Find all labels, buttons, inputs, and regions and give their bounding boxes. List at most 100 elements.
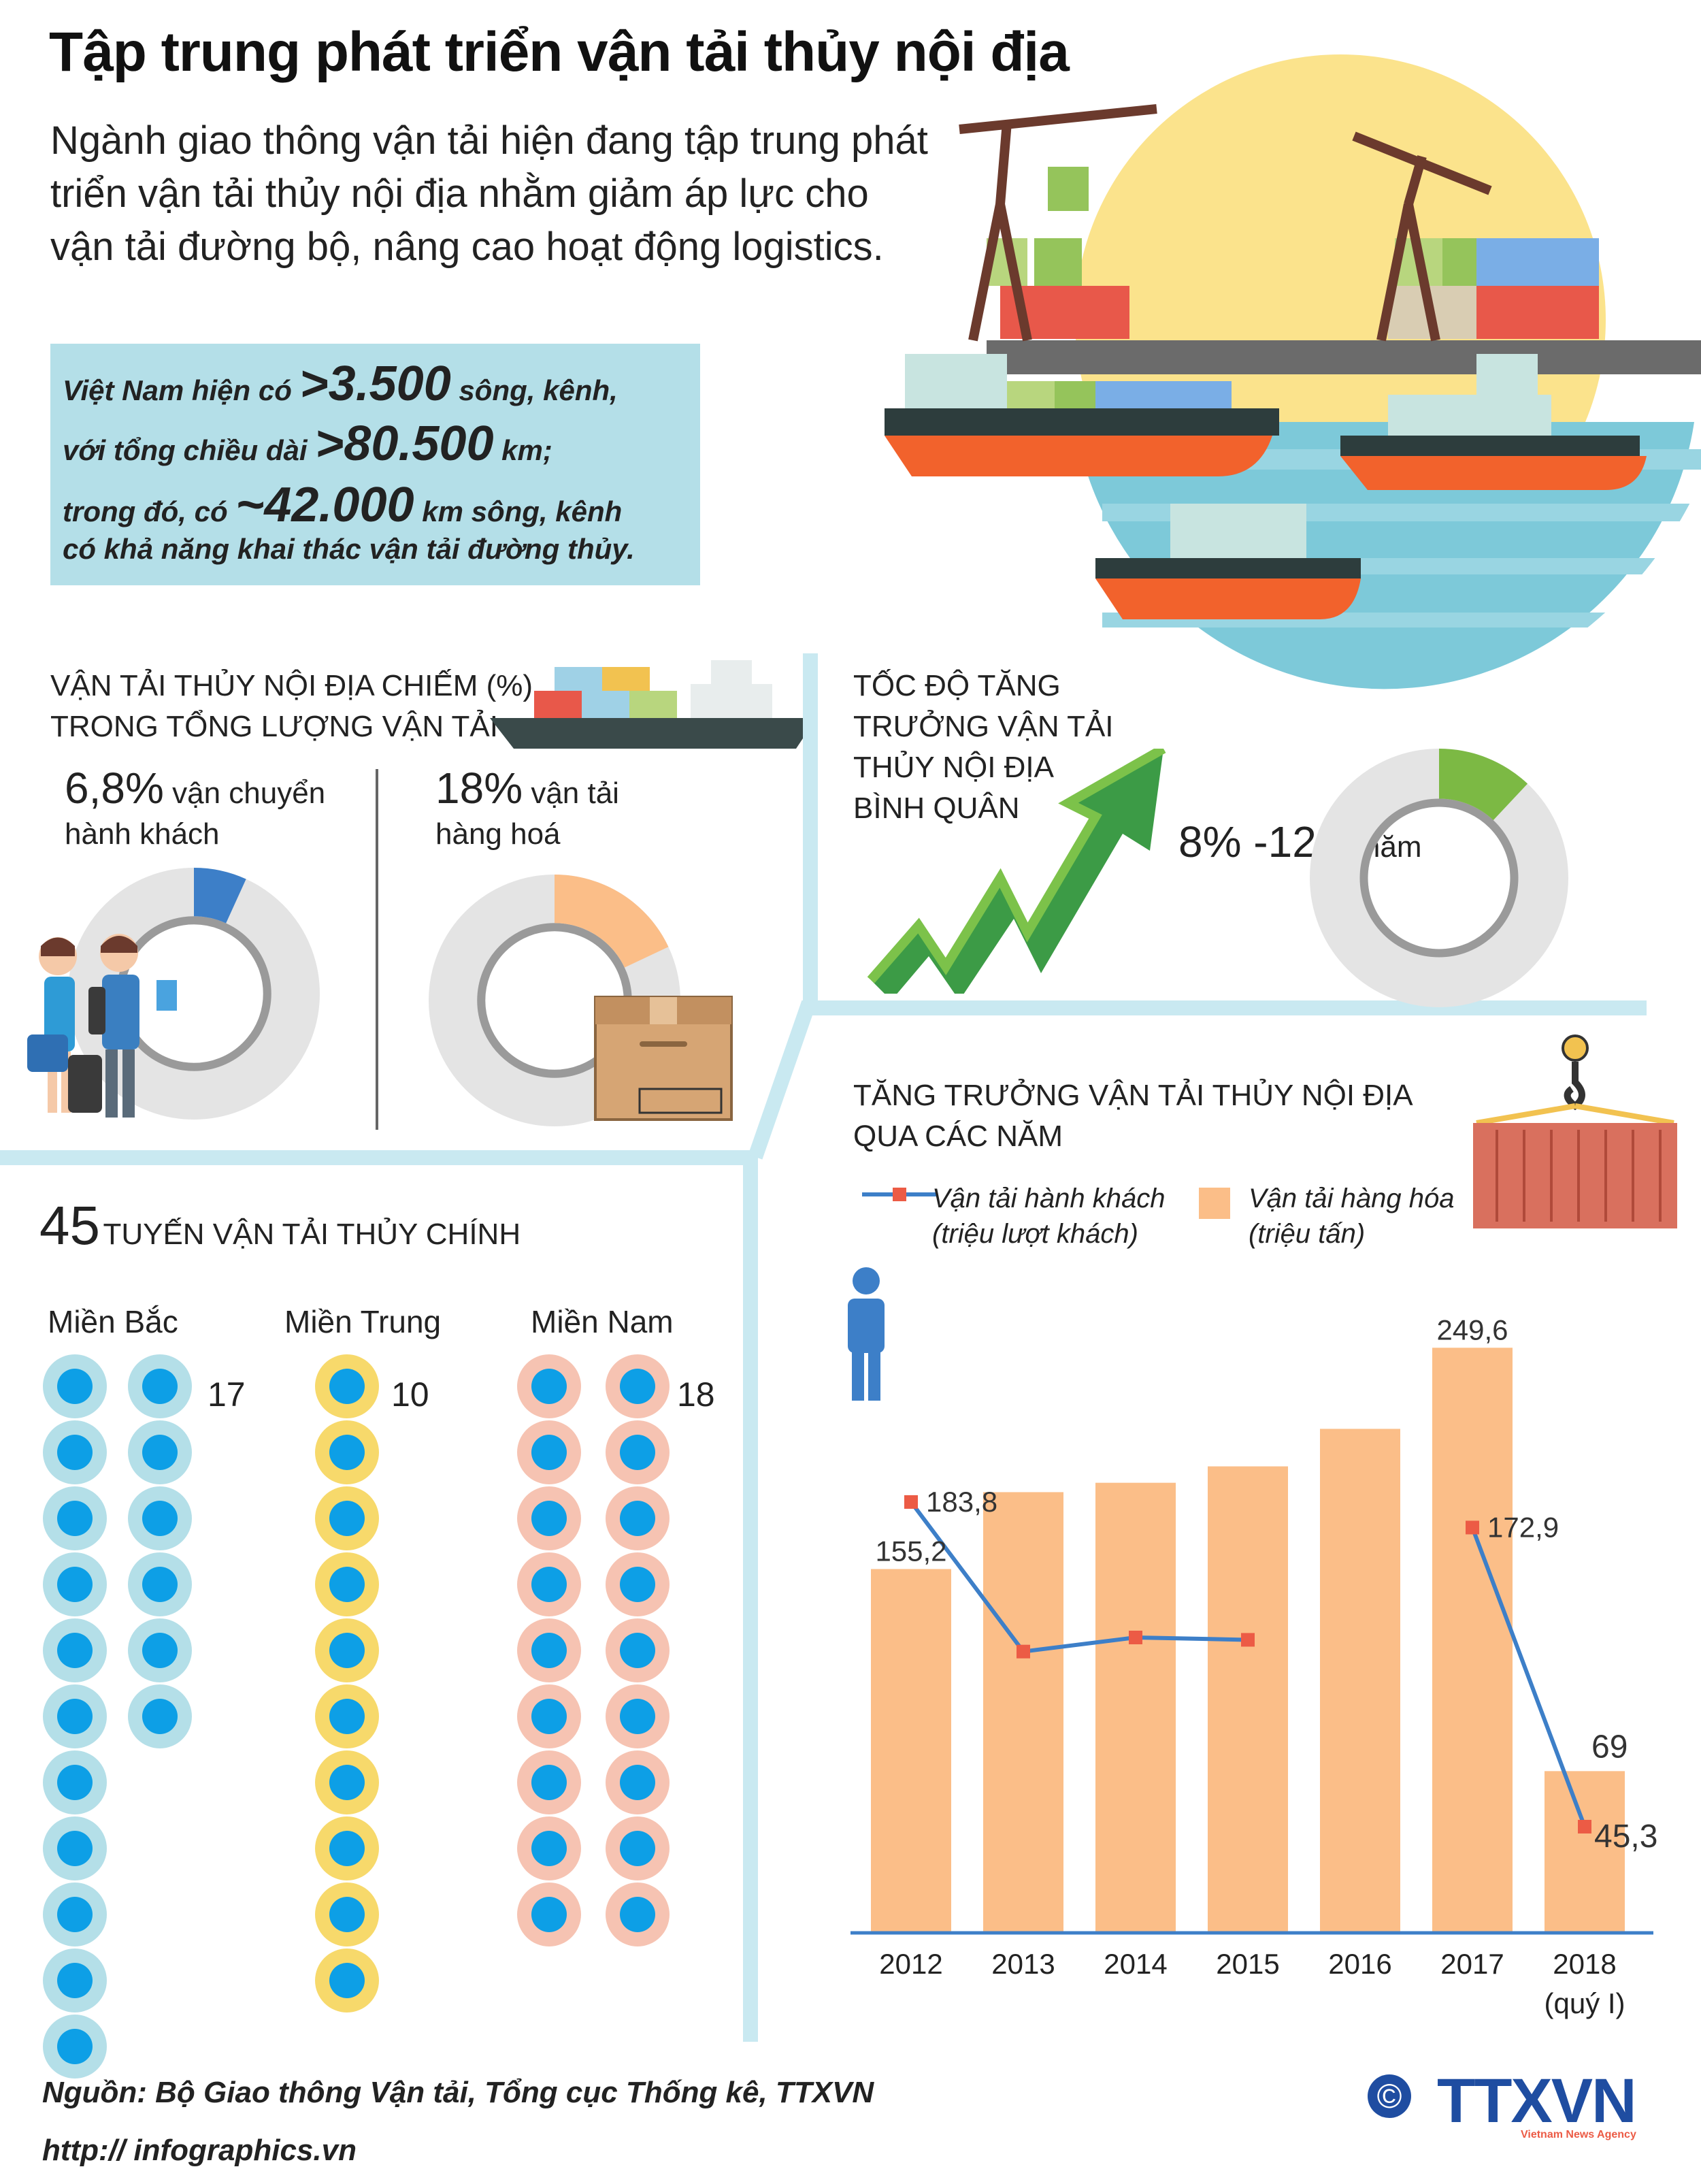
brand-logo: TTXVN: [1437, 2066, 1637, 2136]
route-dot: [315, 1883, 379, 1946]
route-dot: [43, 1618, 107, 1682]
route-dot: [128, 1354, 192, 1418]
donut-track: [1310, 749, 1568, 1007]
ship-right-icon: [1340, 354, 1647, 490]
passenger-point-2017: [1466, 1520, 1479, 1535]
route-dot: [606, 1684, 670, 1748]
passenger-point-2018: [1578, 1819, 1591, 1833]
separator: [0, 1150, 755, 1165]
legend-line-icon: [862, 1188, 937, 1201]
passenger-point-2015: [1241, 1633, 1255, 1647]
route-dot: [315, 1816, 379, 1880]
bar-2013: [983, 1492, 1063, 1933]
route-dot: [606, 1354, 670, 1418]
container-hook-icon: [1473, 1034, 1677, 1228]
bar-2012: [871, 1569, 951, 1933]
copyright-icon: ©: [1368, 2074, 1411, 2118]
url-text: http:// infographics.vn: [42, 2134, 357, 2167]
route-dot: [606, 1552, 670, 1616]
route-dot: [43, 1750, 107, 1814]
route-dot: [43, 1552, 107, 1616]
x-tick-label: 2017: [1440, 1948, 1504, 1980]
x-tick-label: 2012: [879, 1948, 942, 1980]
route-dot: [606, 1486, 670, 1550]
route-dot: [43, 1816, 107, 1880]
route-dot: [517, 1816, 581, 1880]
separator-bend: [748, 1000, 817, 1160]
bar-2016: [1320, 1429, 1400, 1933]
route-dot: [517, 1420, 581, 1484]
route-dot: [606, 1750, 670, 1814]
route-dot: [43, 1684, 107, 1748]
route-dot: [606, 1883, 670, 1946]
growth-rate-title: TỐC ĐỘ TĂNG TRƯỞNG VẬN TẢI THỦY NỘI ĐỊA …: [853, 669, 1114, 825]
person-icon: [848, 1267, 885, 1401]
growth-rate-slice: [1439, 749, 1528, 821]
fact-navigable: trong đó, có ~42.000 km sông, kênh: [63, 478, 623, 532]
route-count-central: 10: [391, 1375, 429, 1414]
fact-box: Việt Nam hiện có >3.500 sông, kênh, với …: [50, 344, 700, 585]
route-dot: [606, 1420, 670, 1484]
route-dot: [315, 1684, 379, 1748]
divider: [376, 769, 378, 1130]
fact-length: với tổng chiều dài >80.500 km;: [63, 417, 552, 471]
legend-bar-swatch: [1199, 1188, 1230, 1219]
crane-icon: [959, 104, 1492, 342]
passenger-line-segment: [909, 1501, 1025, 1653]
passenger-line-segment: [1135, 1635, 1249, 1642]
routes-title: 45 TUYẾN VẬN TẢI THỦY CHÍNH: [39, 1195, 521, 1256]
route-dot: [517, 1486, 581, 1550]
x-tick-label: 2016: [1328, 1948, 1391, 1980]
data-label: 249,6: [1436, 1314, 1508, 1346]
route-dot: [43, 1883, 107, 1946]
route-dot: [128, 1618, 192, 1682]
region-label-south: Miền Nam: [531, 1304, 674, 1339]
route-dot: [315, 1750, 379, 1814]
route-dot: [128, 1486, 192, 1550]
route-dot: [43, 1486, 107, 1550]
bar-2015: [1208, 1466, 1288, 1933]
package-box-icon: [594, 996, 733, 1121]
ship-bottom-icon: [1095, 504, 1361, 619]
donut-inner-ring: [1359, 798, 1519, 958]
route-dot: [517, 1354, 581, 1418]
growth-arrow-icon: [867, 749, 1166, 994]
legend-cargo: Vận tải hàng hóa (triệu tấn): [1249, 1184, 1455, 1249]
cargo-share-label: 18% vận tải hàng hoá: [435, 764, 619, 851]
passenger-point-2014: [1129, 1631, 1142, 1644]
route-dot: [128, 1420, 192, 1484]
passenger-share-label: 6,8% vận chuyển hành khách: [65, 764, 326, 851]
route-dot: [315, 1618, 379, 1682]
x-tick-label: 2015: [1216, 1948, 1279, 1980]
route-count-north: 17: [208, 1375, 246, 1414]
bar-2017: [1432, 1348, 1513, 1933]
route-count-south: 18: [677, 1375, 715, 1414]
route-dot: [517, 1750, 581, 1814]
travelers-icon: [27, 934, 177, 1118]
route-dot: [43, 1420, 107, 1484]
region-label-central: Miền Trung: [284, 1304, 442, 1339]
cargo-ship-icon: [490, 660, 816, 749]
route-dot: [315, 1949, 379, 2012]
port-illustration: [885, 54, 1701, 689]
route-dot: [43, 1949, 107, 2012]
legend-passenger: Vận tải hành khách (triệu lượt khách): [932, 1184, 1166, 1249]
fact-navigable-2: có khả năng khai thác vận tải đường thủy…: [63, 533, 635, 565]
route-dot: [315, 1420, 379, 1484]
separator: [743, 1157, 758, 2042]
fact-rivers: Việt Nam hiện có >3.500 sông, kênh,: [63, 357, 618, 411]
brand-subtitle: Vietnam News Agency: [1521, 2129, 1636, 2140]
route-dot: [517, 1618, 581, 1682]
data-label: 172,9: [1487, 1511, 1559, 1543]
ship-left-icon: [885, 354, 1279, 476]
route-dot: [606, 1816, 670, 1880]
route-dot: [606, 1618, 670, 1682]
region-label-north: Miền Bắc: [48, 1304, 178, 1339]
passenger-line-segment: [1023, 1635, 1136, 1654]
passenger-line-segment: [1470, 1527, 1587, 1828]
passenger-share-slice: [194, 868, 246, 924]
growth-chart: 2012 2013 2014 2015 2016 2017 2018 (quý I) 155,2…: [850, 1314, 1657, 2019]
route-dot: [43, 1354, 107, 1418]
passenger-point-2013: [1017, 1644, 1030, 1659]
data-label: 69: [1591, 1729, 1628, 1765]
